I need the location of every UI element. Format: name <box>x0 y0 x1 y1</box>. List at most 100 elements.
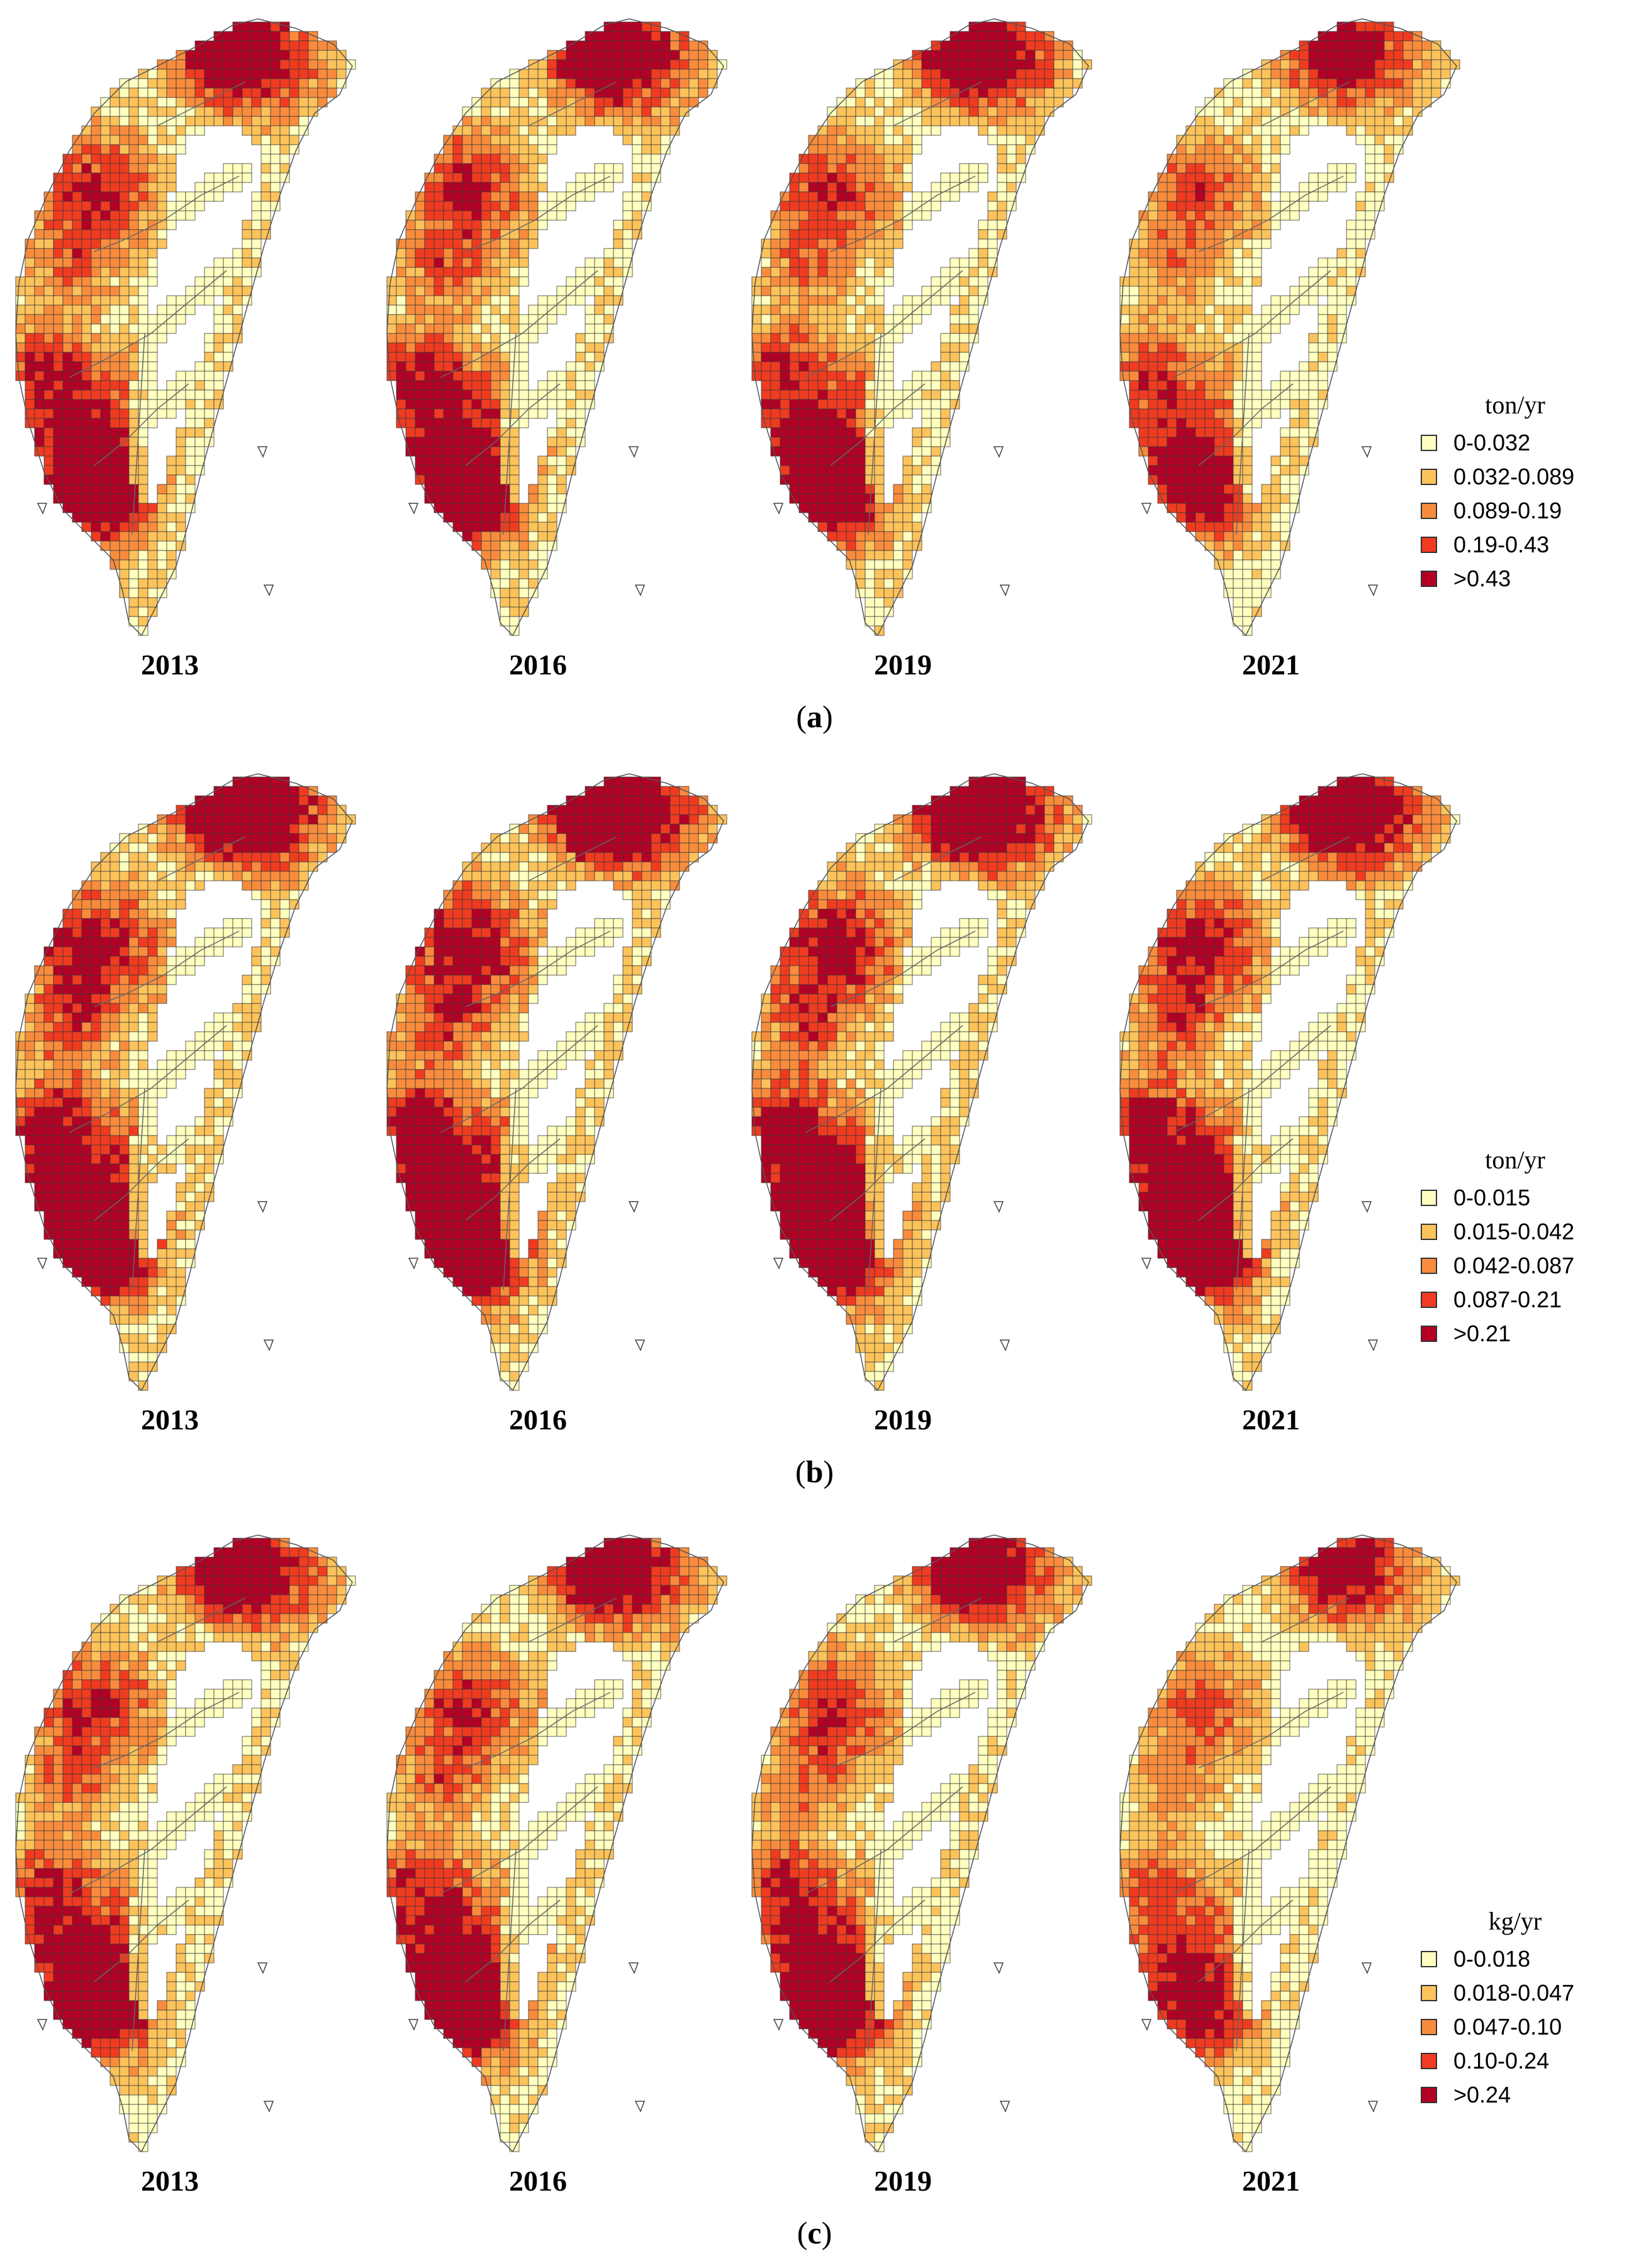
grid-cell <box>836 418 847 428</box>
grid-cell <box>1412 87 1423 98</box>
grid-cell <box>632 116 642 126</box>
grid-cell <box>632 97 642 108</box>
grid-cell <box>185 465 196 476</box>
grid-cell <box>157 333 167 344</box>
grid-cell <box>1233 304 1243 315</box>
grid-cell <box>509 503 520 513</box>
grid-cell <box>100 191 111 202</box>
grid-cell <box>1289 97 1300 108</box>
grid-cell <box>817 210 828 221</box>
grid-cell <box>279 78 290 89</box>
grid-cell <box>603 172 614 183</box>
grid-cell <box>405 257 416 268</box>
grid-cell <box>72 220 82 230</box>
grid-cell <box>100 890 111 900</box>
grid-cell <box>166 908 177 919</box>
grid-cell <box>770 295 781 306</box>
grid-cell <box>1365 172 1375 183</box>
grid-cell <box>1393 50 1404 60</box>
map-2013 <box>15 18 356 637</box>
grid-cell <box>997 135 1007 145</box>
grid-cell <box>987 21 998 32</box>
grid-cell <box>260 786 271 796</box>
grid-cell <box>940 50 951 60</box>
grid-cell <box>100 1088 111 1098</box>
grid-cell <box>223 795 233 806</box>
grid-cell <box>1355 59 1366 70</box>
grid-cell <box>883 116 894 126</box>
grid-cell <box>176 512 186 523</box>
grid-cell <box>1299 286 1309 296</box>
grid-cell <box>1034 69 1045 79</box>
grid-cell <box>1280 314 1290 325</box>
grid-cell <box>260 946 271 957</box>
grid-cell <box>987 248 998 259</box>
grid-cell <box>481 144 491 155</box>
grid-cell <box>147 550 158 561</box>
grid-cell <box>949 267 960 277</box>
grid-cell <box>1251 352 1262 362</box>
grid-cell <box>865 172 875 183</box>
grid-cell <box>490 276 501 287</box>
grid-cell <box>1016 50 1026 60</box>
grid-cell <box>921 371 932 381</box>
grid-cell <box>1204 295 1215 306</box>
grid-cell <box>490 427 501 438</box>
grid-cell <box>883 588 894 598</box>
grid-cell <box>789 380 800 391</box>
islet <box>999 584 1010 596</box>
grid-cell <box>547 512 557 523</box>
grid-cell <box>632 69 642 79</box>
grid-cell <box>53 984 64 995</box>
grid-cell <box>921 116 932 126</box>
grid-cell <box>462 399 473 410</box>
grid-cell <box>1204 352 1215 362</box>
grid-cell <box>119 314 130 325</box>
grid-cell <box>81 975 92 985</box>
grid-cell <box>566 446 576 457</box>
grid-cell <box>1185 512 1196 523</box>
grid-cell <box>194 427 205 438</box>
grid-cell <box>789 229 800 240</box>
grid-cell <box>213 361 224 372</box>
grid-cell <box>157 1144 167 1155</box>
grid-cell <box>1185 201 1196 211</box>
grid-cell <box>1289 50 1300 60</box>
grid-cell <box>1223 540 1234 551</box>
grid-cell <box>109 97 120 108</box>
grid-cell <box>632 40 642 51</box>
grid-cell <box>471 163 482 174</box>
grid-cell <box>91 210 101 221</box>
grid-cell <box>279 880 290 891</box>
grid-cell <box>43 342 54 353</box>
grid-cell <box>279 106 290 117</box>
grid-cell <box>91 1050 101 1061</box>
grid-cell <box>509 512 520 523</box>
grid-cell <box>537 569 548 579</box>
grid-cell <box>53 361 64 372</box>
grid-cell <box>893 78 904 89</box>
grid-cell <box>289 786 299 796</box>
grid-cell <box>490 522 501 532</box>
grid-cell <box>25 342 35 353</box>
grid-cell <box>865 106 875 117</box>
grid-cell <box>1242 342 1253 353</box>
grid-cell <box>396 257 406 268</box>
grid-cell <box>232 59 243 70</box>
grid-cell <box>537 59 548 70</box>
grid-cell <box>213 1022 224 1032</box>
grid-cell <box>632 191 642 202</box>
grid-cell <box>15 1088 26 1098</box>
grid-cell <box>1129 389 1139 400</box>
grid-cell <box>434 267 444 277</box>
grid-cell <box>949 276 960 287</box>
grid-cell <box>1195 522 1206 532</box>
grid-cell <box>176 1144 186 1155</box>
grid-cell <box>91 871 101 881</box>
grid-cell <box>789 276 800 287</box>
grid-cell <box>509 295 520 306</box>
grid-cell <box>34 1031 45 1042</box>
grid-cell <box>836 474 847 485</box>
grid-cell <box>204 1097 215 1108</box>
grid-cell <box>25 276 35 287</box>
